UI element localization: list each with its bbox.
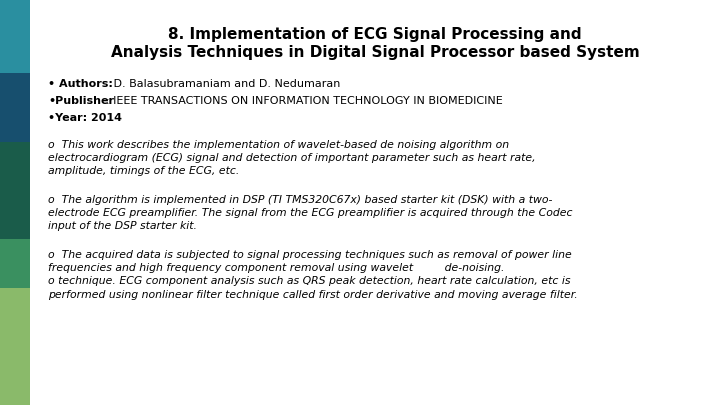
Text: 8. Implementation of ECG Signal Processing and: 8. Implementation of ECG Signal Processi… [168,27,582,42]
Text: • Authors:: • Authors: [48,79,117,89]
Bar [0,142,30,239]
Bar [0,0,30,73]
Bar [0,239,30,288]
Bar [0,73,30,142]
Text: o  The acquired data is subjected to signal processing techniques such as remova: o The acquired data is subjected to sign… [48,250,577,300]
Text: o  This work describes the implementation of wavelet-based de noising algorithm : o This work describes the implementation… [48,140,536,177]
Text: •Year: 2014: •Year: 2014 [48,113,122,123]
Text: •Publisher: •Publisher [48,96,114,106]
Text: o  The algorithm is implemented in DSP (TI TMS320C67x) based starter kit (DSK) w: o The algorithm is implemented in DSP (T… [48,195,572,231]
Text: : IEEE TRANSACTIONS ON INFORMATION TECHNOLOGY IN BIOMEDICINE: : IEEE TRANSACTIONS ON INFORMATION TECHN… [106,96,503,106]
Text: D. Balasubramaniam and D. Nedumaran: D. Balasubramaniam and D. Nedumaran [110,79,341,89]
Bar [0,288,30,405]
Text: Analysis Techniques in Digital Signal Processor based System: Analysis Techniques in Digital Signal Pr… [111,45,639,60]
